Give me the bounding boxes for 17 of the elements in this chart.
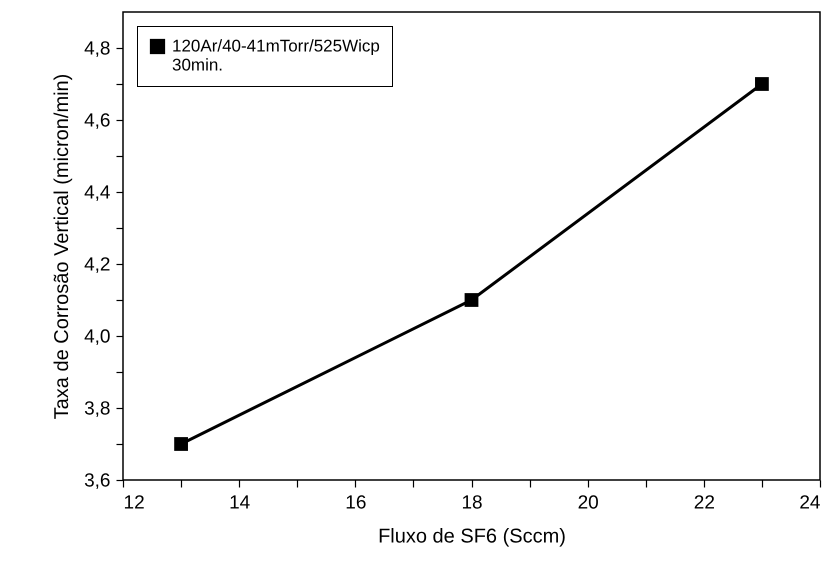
y-tick-label: 4,2: [84, 254, 110, 276]
y-tick-label: 4,6: [84, 110, 110, 132]
x-tick-label: 12: [124, 492, 145, 514]
y-tick-label: 4,0: [84, 326, 110, 348]
x-tick-label: 14: [229, 492, 251, 514]
y-tick-label: 3,8: [84, 398, 110, 420]
x-tick-label: 24: [799, 492, 821, 514]
y-tick-label: 4,4: [84, 182, 111, 204]
legend-label: 120Ar/40-41mTorr/525Wicp 30min.: [172, 36, 380, 74]
x-tick-label: 20: [578, 492, 599, 514]
x-tick-label: 18: [461, 492, 483, 514]
x-tick-label: 22: [694, 492, 715, 514]
x-axis-title: Fluxo de SF6 (Sccm): [378, 526, 566, 548]
y-tick-label: 4,8: [84, 38, 110, 60]
y-axis-title: Taxa de Corrosão Vertical (micron/min): [51, 74, 74, 420]
x-tick-label: 16: [345, 492, 366, 514]
y-tick-label: 3,6: [84, 470, 110, 492]
